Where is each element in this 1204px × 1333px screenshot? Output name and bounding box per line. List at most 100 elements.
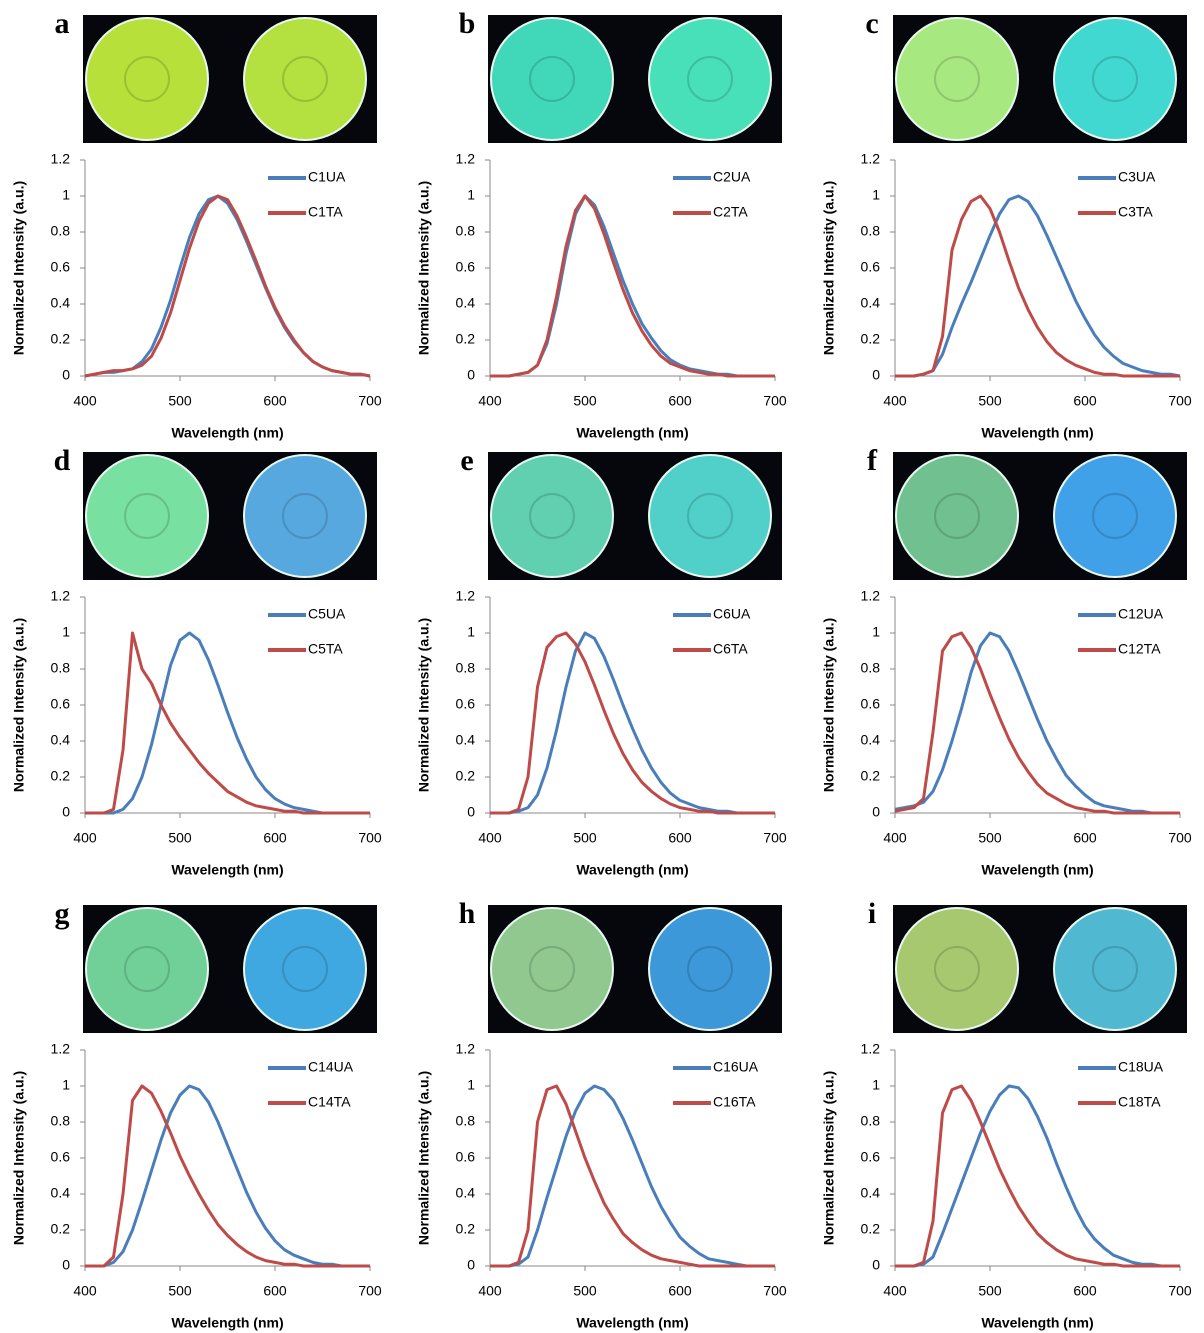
x-tick-label: 700 bbox=[763, 1283, 787, 1299]
y-tick-label: 1.2 bbox=[51, 151, 71, 167]
x-tick-label: 400 bbox=[478, 1283, 502, 1299]
disc bbox=[895, 454, 1019, 578]
x-axis-title: Wavelength (nm) bbox=[981, 862, 1093, 878]
disc-ring bbox=[934, 946, 980, 992]
y-tick-label: 0.4 bbox=[456, 732, 476, 748]
panel: e 0 0.2 0.4 0.6 0.8 1 1.2 400 500 600 700 Wavelength… bbox=[416, 444, 787, 878]
x-axis-title: Wavelength (nm) bbox=[576, 1315, 688, 1331]
y-tick-label: 0.4 bbox=[861, 732, 881, 748]
x-axis-title: Wavelength (nm) bbox=[171, 1315, 283, 1331]
legend-label: C3TA bbox=[1118, 204, 1153, 220]
disc-ring bbox=[934, 493, 980, 539]
disc-ring bbox=[124, 493, 170, 539]
y-tick-label: 0.4 bbox=[861, 1185, 881, 1201]
y-axis-title: Normalized Intensity (a.u.) bbox=[821, 1071, 837, 1245]
series-line bbox=[490, 194, 775, 378]
y-axis-title: Normalized Intensity (a.u.) bbox=[821, 181, 837, 355]
panel-label: f bbox=[867, 444, 878, 477]
x-axis-title: Wavelength (nm) bbox=[981, 425, 1093, 441]
y-tick-label: 0.4 bbox=[51, 295, 71, 311]
disc-ring bbox=[1092, 56, 1138, 102]
panel: d 0 0.2 0.4 0.6 0.8 1 1.2 400 500 600 700 Wavelength… bbox=[11, 444, 382, 878]
x-tick-label: 500 bbox=[978, 393, 1002, 409]
legend-label: C2UA bbox=[713, 169, 751, 185]
panel-label: g bbox=[55, 897, 70, 930]
y-tick-label: 0.6 bbox=[861, 259, 881, 275]
x-tick-label: 400 bbox=[883, 1283, 907, 1299]
legend-label: C5UA bbox=[308, 606, 346, 622]
x-tick-label: 400 bbox=[883, 830, 907, 846]
legend-label: C18TA bbox=[1118, 1094, 1161, 1110]
disc-ring bbox=[687, 946, 733, 992]
disc-ring bbox=[687, 493, 733, 539]
y-tick-label: 1 bbox=[467, 1077, 475, 1093]
disc bbox=[648, 17, 772, 141]
disc-ring bbox=[124, 56, 170, 102]
x-tick-label: 700 bbox=[763, 830, 787, 846]
x-tick-label: 400 bbox=[478, 393, 502, 409]
x-tick-label: 500 bbox=[168, 830, 192, 846]
series-line bbox=[490, 1084, 775, 1268]
legend-label: C14UA bbox=[308, 1059, 354, 1075]
legend-label: C14TA bbox=[308, 1094, 351, 1110]
series-line bbox=[490, 194, 775, 378]
y-tick-label: 0.8 bbox=[456, 660, 476, 676]
y-tick-label: 1 bbox=[467, 624, 475, 640]
y-tick-label: 0.8 bbox=[861, 1113, 881, 1129]
y-tick-label: 0.2 bbox=[861, 768, 881, 784]
y-tick-label: 0 bbox=[467, 367, 475, 383]
legend-label: C3UA bbox=[1118, 169, 1156, 185]
y-tick-label: 0.4 bbox=[456, 1185, 476, 1201]
series-line bbox=[490, 631, 775, 815]
x-tick-label: 700 bbox=[1168, 1283, 1192, 1299]
y-tick-label: 0.8 bbox=[51, 660, 71, 676]
panel: g 0 0.2 0.4 0.6 0.8 1 1.2 400 500 600 700 Wavelength… bbox=[11, 897, 382, 1331]
legend-label: C5TA bbox=[308, 641, 343, 657]
legend-label: C1UA bbox=[308, 169, 346, 185]
y-tick-label: 1 bbox=[872, 1077, 880, 1093]
x-tick-label: 500 bbox=[978, 1283, 1002, 1299]
y-tick-label: 0.2 bbox=[456, 1221, 476, 1237]
disc bbox=[85, 907, 209, 1031]
y-tick-label: 0.6 bbox=[456, 259, 476, 275]
disc bbox=[490, 907, 614, 1031]
series-line bbox=[84, 194, 371, 378]
series-line bbox=[895, 194, 1180, 378]
y-tick-label: 0 bbox=[62, 367, 70, 383]
y-tick-label: 1 bbox=[62, 1077, 70, 1093]
series-line bbox=[894, 631, 1180, 815]
y-tick-label: 0.6 bbox=[456, 1149, 476, 1165]
disc bbox=[490, 17, 614, 141]
disc bbox=[648, 907, 772, 1031]
y-tick-label: 0.2 bbox=[51, 1221, 71, 1237]
y-axis-title: Normalized Intensity (a.u.) bbox=[821, 618, 837, 792]
disc bbox=[85, 454, 209, 578]
y-tick-label: 0 bbox=[62, 804, 70, 820]
series-line bbox=[85, 631, 370, 815]
y-tick-label: 0.8 bbox=[456, 1113, 476, 1129]
legend-label: C2TA bbox=[713, 204, 748, 220]
legend-label: C6UA bbox=[713, 606, 751, 622]
panel-label: h bbox=[459, 897, 476, 930]
x-axis-title: Wavelength (nm) bbox=[171, 425, 283, 441]
series-line bbox=[895, 1084, 1180, 1268]
disc bbox=[895, 907, 1019, 1031]
x-tick-label: 600 bbox=[1073, 393, 1097, 409]
panel-label: a bbox=[55, 7, 70, 40]
disc bbox=[85, 17, 209, 141]
y-tick-label: 0.8 bbox=[456, 223, 476, 239]
y-tick-label: 0.2 bbox=[51, 768, 71, 784]
series-line bbox=[85, 1084, 370, 1268]
panel: a 0 0.2 0.4 0.6 0.8 1 1.2 400 500 600 700 Wavelength… bbox=[11, 7, 382, 441]
y-tick-label: 1 bbox=[872, 624, 880, 640]
disc-ring bbox=[282, 946, 328, 992]
disc-ring bbox=[934, 56, 980, 102]
panel: b 0 0.2 0.4 0.6 0.8 1 1.2 400 500 600 700 Wavelength… bbox=[416, 7, 787, 441]
series-line bbox=[85, 631, 370, 815]
series-line bbox=[895, 194, 1181, 378]
y-tick-label: 0.4 bbox=[51, 732, 71, 748]
y-tick-label: 0.6 bbox=[861, 696, 881, 712]
y-tick-label: 0.2 bbox=[456, 768, 476, 784]
disc-ring bbox=[529, 56, 575, 102]
panel-label: b bbox=[459, 7, 476, 40]
